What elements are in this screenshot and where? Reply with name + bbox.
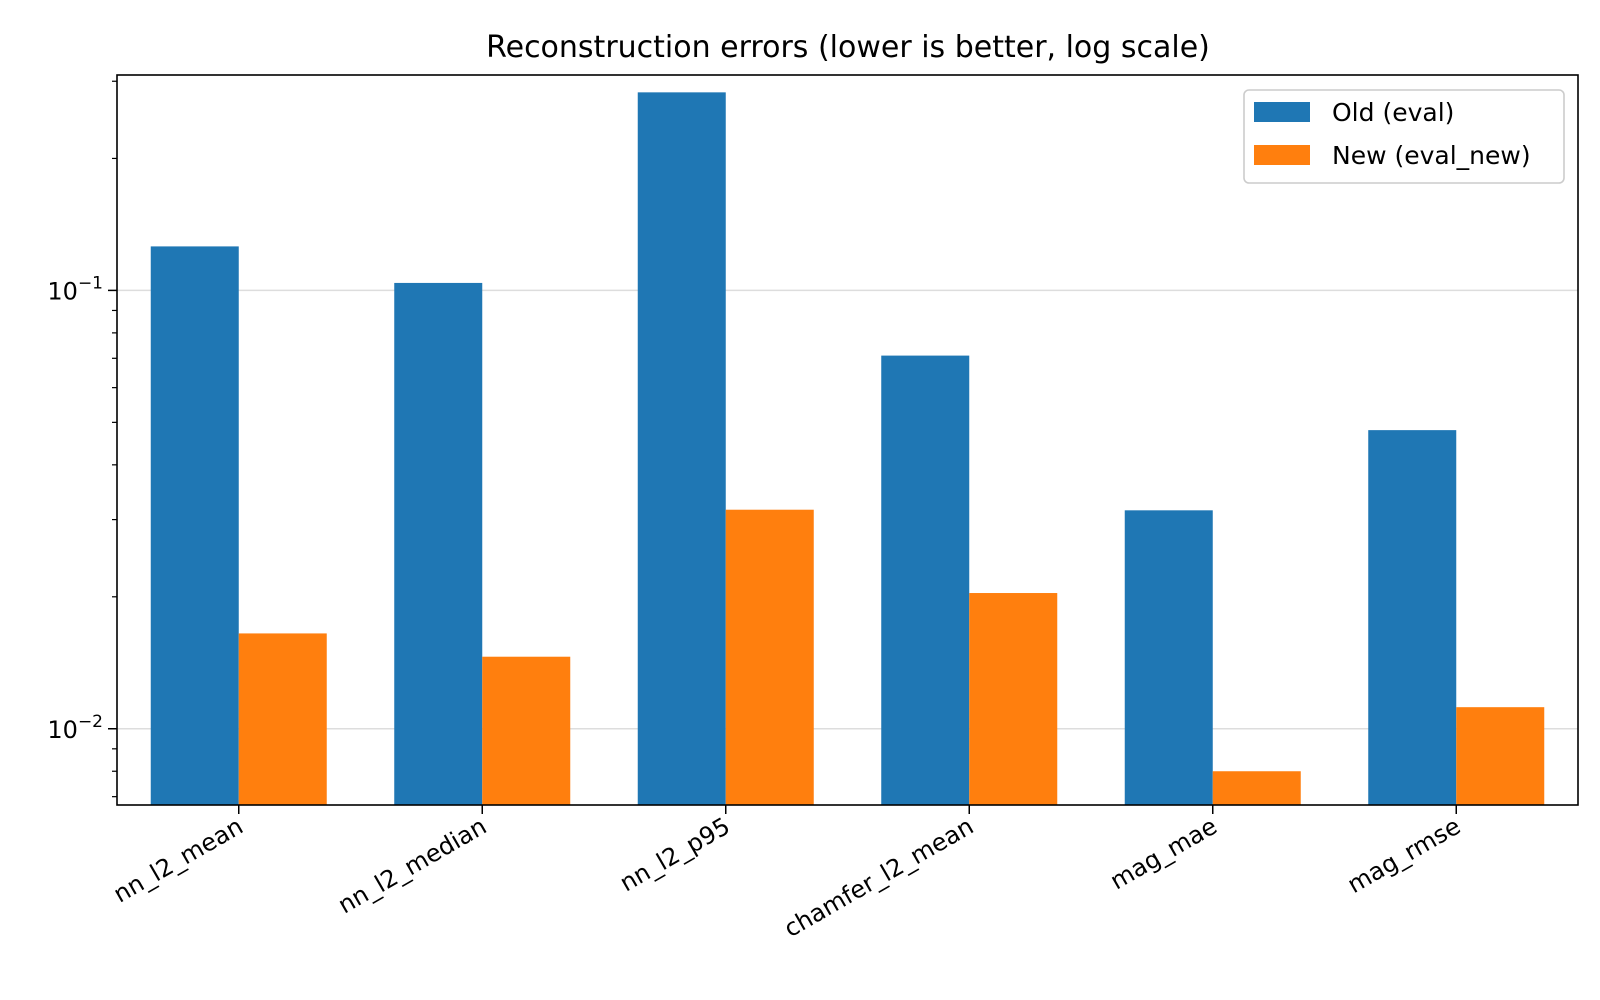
gridlines (117, 289, 1578, 730)
bar-nn_l2_mean-old (150, 246, 239, 806)
x-tick-label-nn_l2_median: nn_l2_median (333, 812, 491, 919)
bar-nn_l2_median-old (394, 282, 483, 805)
x-tick-label-chamfer_l2_mean: chamfer_l2_mean (779, 812, 978, 943)
y-minor-ticks (112, 80, 117, 798)
x-axis-ticks: nn_l2_mean nn_l2_median nn_l2_p95 chamfer_l… (109, 805, 1466, 943)
bar-mag_rmse-old (1368, 430, 1457, 805)
legend: Old (eval) New (eval_new) (1243, 89, 1565, 184)
bar-mag_rmse-new (1456, 707, 1545, 805)
legend-swatch-new (1254, 145, 1310, 165)
bars (150, 92, 1545, 806)
y-tick-label: 10−2 (47, 712, 103, 744)
legend-box (1243, 89, 1565, 184)
bar-mag_mae-new (1212, 771, 1301, 805)
plot-frame (116, 74, 1579, 806)
x-tick-label-mag_mae: mag_mae (1105, 812, 1221, 895)
bar-mag_mae-old (1124, 510, 1213, 805)
x-tick-label-nn_l2_p95: nn_l2_p95 (615, 812, 735, 897)
x-tick-label-mag_rmse: mag_rmse (1343, 812, 1466, 899)
y-tick-label: 10−1 (47, 273, 103, 305)
legend-label-new: New (eval_new) (1332, 141, 1531, 170)
legend-label-old: Old (eval) (1332, 98, 1454, 127)
chart-title: Reconstruction errors (lower is better, … (486, 30, 1210, 65)
x-tick-label-nn_l2_mean: nn_l2_mean (109, 812, 248, 908)
bar-nn_l2_median-new (482, 656, 571, 805)
bar-chamfer_l2_mean-new (969, 593, 1058, 805)
bar-nn_l2_p95-old (637, 92, 726, 805)
legend-swatch-old (1254, 102, 1310, 122)
bar-nn_l2_p95-new (725, 509, 814, 805)
bar-chamfer_l2_mean-old (881, 355, 970, 805)
bar-nn_l2_mean-new (238, 633, 327, 805)
y-axis-ticks: 10−1 10−2 (47, 273, 117, 744)
